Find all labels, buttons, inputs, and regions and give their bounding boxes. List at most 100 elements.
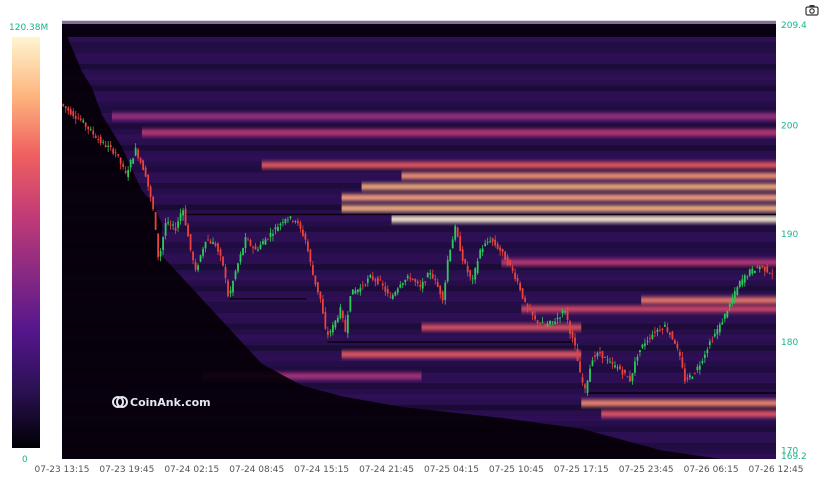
- x-tick-label: 07-25 04:15: [424, 465, 479, 475]
- background-stripe: [62, 145, 776, 151]
- candle-body: [252, 247, 254, 249]
- candle-body: [134, 147, 137, 156]
- candle-body: [389, 297, 392, 299]
- candle-body: [119, 157, 122, 164]
- candle-body: [154, 212, 157, 230]
- candle-body: [114, 152, 117, 154]
- candle-body: [609, 361, 611, 363]
- candle-body: [619, 365, 621, 370]
- background-stripe: [62, 220, 776, 227]
- candle-body: [326, 331, 329, 336]
- candle-body: [718, 324, 721, 333]
- camera-icon[interactable]: [805, 4, 819, 16]
- background-stripe: [62, 231, 776, 238]
- candle-body: [394, 292, 397, 296]
- candle-body: [534, 315, 536, 320]
- candle-body: [329, 331, 332, 333]
- candle-body: [481, 248, 484, 253]
- candle-body: [521, 288, 524, 299]
- background-stripe: [62, 20, 776, 27]
- x-tick-label: 07-23 13:15: [35, 465, 90, 475]
- candle-body: [336, 317, 339, 322]
- candle-body: [601, 351, 604, 359]
- candle-body: [736, 287, 739, 296]
- candle-body: [526, 304, 529, 308]
- coinank-logo-icon-ring: [116, 396, 128, 408]
- candle-body: [456, 227, 459, 237]
- candle-body: [349, 296, 352, 312]
- candle-body: [109, 145, 112, 148]
- candle-body: [401, 283, 404, 285]
- background-stripe: [62, 139, 776, 146]
- background-stripe: [62, 96, 776, 102]
- candle-body: [654, 331, 656, 333]
- background-stripe: [62, 242, 776, 248]
- candle-body: [257, 249, 259, 251]
- candle-body: [379, 279, 382, 281]
- candle-body: [309, 249, 312, 262]
- candle-body: [479, 249, 482, 259]
- candle-body: [297, 220, 299, 224]
- level-lines: [181, 213, 776, 394]
- candle-body: [194, 262, 197, 270]
- y-axis-max-label: 209.4: [781, 21, 807, 31]
- candle-body: [314, 275, 317, 285]
- candle-body: [556, 317, 559, 320]
- candle-body: [384, 286, 387, 292]
- candle-body: [169, 224, 172, 226]
- candle-body: [726, 311, 729, 318]
- candle-body: [192, 251, 194, 261]
- candle-body: [494, 239, 497, 246]
- candle-body: [112, 148, 115, 154]
- candle-body: [104, 145, 107, 147]
- candle-body: [262, 241, 264, 245]
- candle-body: [416, 281, 419, 284]
- candle-body: [668, 332, 671, 335]
- candle-body: [589, 368, 591, 382]
- candle-body: [664, 324, 666, 327]
- x-tick-label: 07-26 12:45: [749, 465, 804, 475]
- candle-body: [132, 158, 135, 164]
- candle-body: [249, 239, 252, 246]
- candle-body: [117, 154, 120, 156]
- x-tick-label: 07-24 02:15: [164, 465, 219, 475]
- y-tick-label: 180: [781, 338, 798, 348]
- candle-body: [566, 307, 569, 320]
- candle-body: [753, 270, 756, 274]
- candle-body: [207, 239, 209, 241]
- heat-band: [141, 129, 776, 136]
- candle-body: [761, 265, 764, 267]
- candle-body: [629, 375, 631, 382]
- candle-body: [569, 321, 571, 334]
- background-stripe: [62, 280, 776, 286]
- background-stripe: [62, 91, 776, 97]
- candle-body: [254, 245, 257, 250]
- candle-body: [167, 221, 170, 224]
- heat-band: [341, 205, 776, 212]
- candle-body: [204, 241, 207, 249]
- candle-body: [461, 249, 464, 262]
- early-data-shade: [62, 24, 776, 459]
- candle-body: [579, 361, 581, 373]
- candle-body: [514, 272, 517, 279]
- candle-body: [307, 241, 309, 252]
- candlesticks: [62, 103, 774, 396]
- x-tick-label: 07-26 06:15: [684, 465, 739, 475]
- candle-body: [639, 350, 641, 353]
- candle-body: [604, 356, 606, 358]
- candle-body: [162, 237, 165, 251]
- heat-band: [421, 324, 582, 331]
- candle-body: [748, 269, 751, 276]
- candle-body: [624, 369, 626, 373]
- background-stripe: [62, 53, 776, 59]
- candle-body: [421, 281, 424, 289]
- candle-body: [97, 138, 100, 140]
- y-tick-label: 190: [781, 230, 798, 240]
- candle-body: [321, 299, 324, 314]
- candle-body: [546, 323, 549, 327]
- candle-body: [611, 362, 614, 364]
- candle-body: [142, 160, 145, 171]
- x-tick-label: 07-25 23:45: [619, 465, 674, 475]
- candle-body: [129, 159, 132, 168]
- candle-body: [661, 328, 664, 330]
